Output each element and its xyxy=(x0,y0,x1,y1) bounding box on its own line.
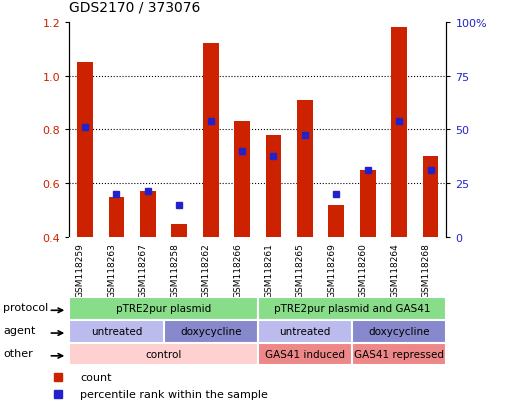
Text: untreated: untreated xyxy=(279,326,330,337)
Text: GSM118268: GSM118268 xyxy=(422,242,430,297)
Text: GAS41 repressed: GAS41 repressed xyxy=(354,349,444,359)
Text: untreated: untreated xyxy=(91,326,142,337)
Bar xyxy=(69,343,258,366)
Bar xyxy=(352,343,446,366)
Bar xyxy=(297,101,313,237)
Text: other: other xyxy=(4,348,33,358)
Bar xyxy=(69,320,164,343)
Bar xyxy=(109,197,124,237)
Text: GSM118259: GSM118259 xyxy=(76,242,85,297)
Bar xyxy=(266,135,281,237)
Text: pTRE2pur plasmid and GAS41: pTRE2pur plasmid and GAS41 xyxy=(274,304,430,314)
Bar xyxy=(423,157,439,237)
Text: GSM118264: GSM118264 xyxy=(390,242,399,297)
Text: protocol: protocol xyxy=(4,303,49,313)
Text: GSM118265: GSM118265 xyxy=(296,242,305,297)
Bar xyxy=(352,320,446,343)
Text: GDS2170 / 373076: GDS2170 / 373076 xyxy=(69,0,201,14)
Bar xyxy=(234,122,250,237)
Text: GSM118258: GSM118258 xyxy=(170,242,179,297)
Text: GSM118260: GSM118260 xyxy=(359,242,368,297)
Text: GSM118262: GSM118262 xyxy=(202,242,211,297)
Text: doxycycline: doxycycline xyxy=(368,326,430,337)
Bar xyxy=(258,343,352,366)
Bar xyxy=(77,63,93,237)
Text: control: control xyxy=(145,349,182,359)
Text: GAS41 induced: GAS41 induced xyxy=(265,349,345,359)
Text: GSM118261: GSM118261 xyxy=(265,242,273,297)
Bar xyxy=(258,320,352,343)
Bar xyxy=(69,297,258,320)
Text: GSM118267: GSM118267 xyxy=(139,242,148,297)
Bar xyxy=(360,171,376,237)
Bar xyxy=(164,320,258,343)
Bar xyxy=(140,192,155,237)
Bar xyxy=(391,28,407,237)
Bar xyxy=(328,205,344,237)
Text: percentile rank within the sample: percentile rank within the sample xyxy=(80,389,268,399)
Text: GSM118269: GSM118269 xyxy=(327,242,337,297)
Bar xyxy=(258,297,446,320)
Text: count: count xyxy=(80,372,112,382)
Bar xyxy=(171,224,187,237)
Text: doxycycline: doxycycline xyxy=(180,326,242,337)
Text: agent: agent xyxy=(4,325,36,335)
Text: GSM118263: GSM118263 xyxy=(107,242,116,297)
Bar xyxy=(203,44,219,237)
Text: GSM118266: GSM118266 xyxy=(233,242,242,297)
Text: pTRE2pur plasmid: pTRE2pur plasmid xyxy=(116,304,211,314)
